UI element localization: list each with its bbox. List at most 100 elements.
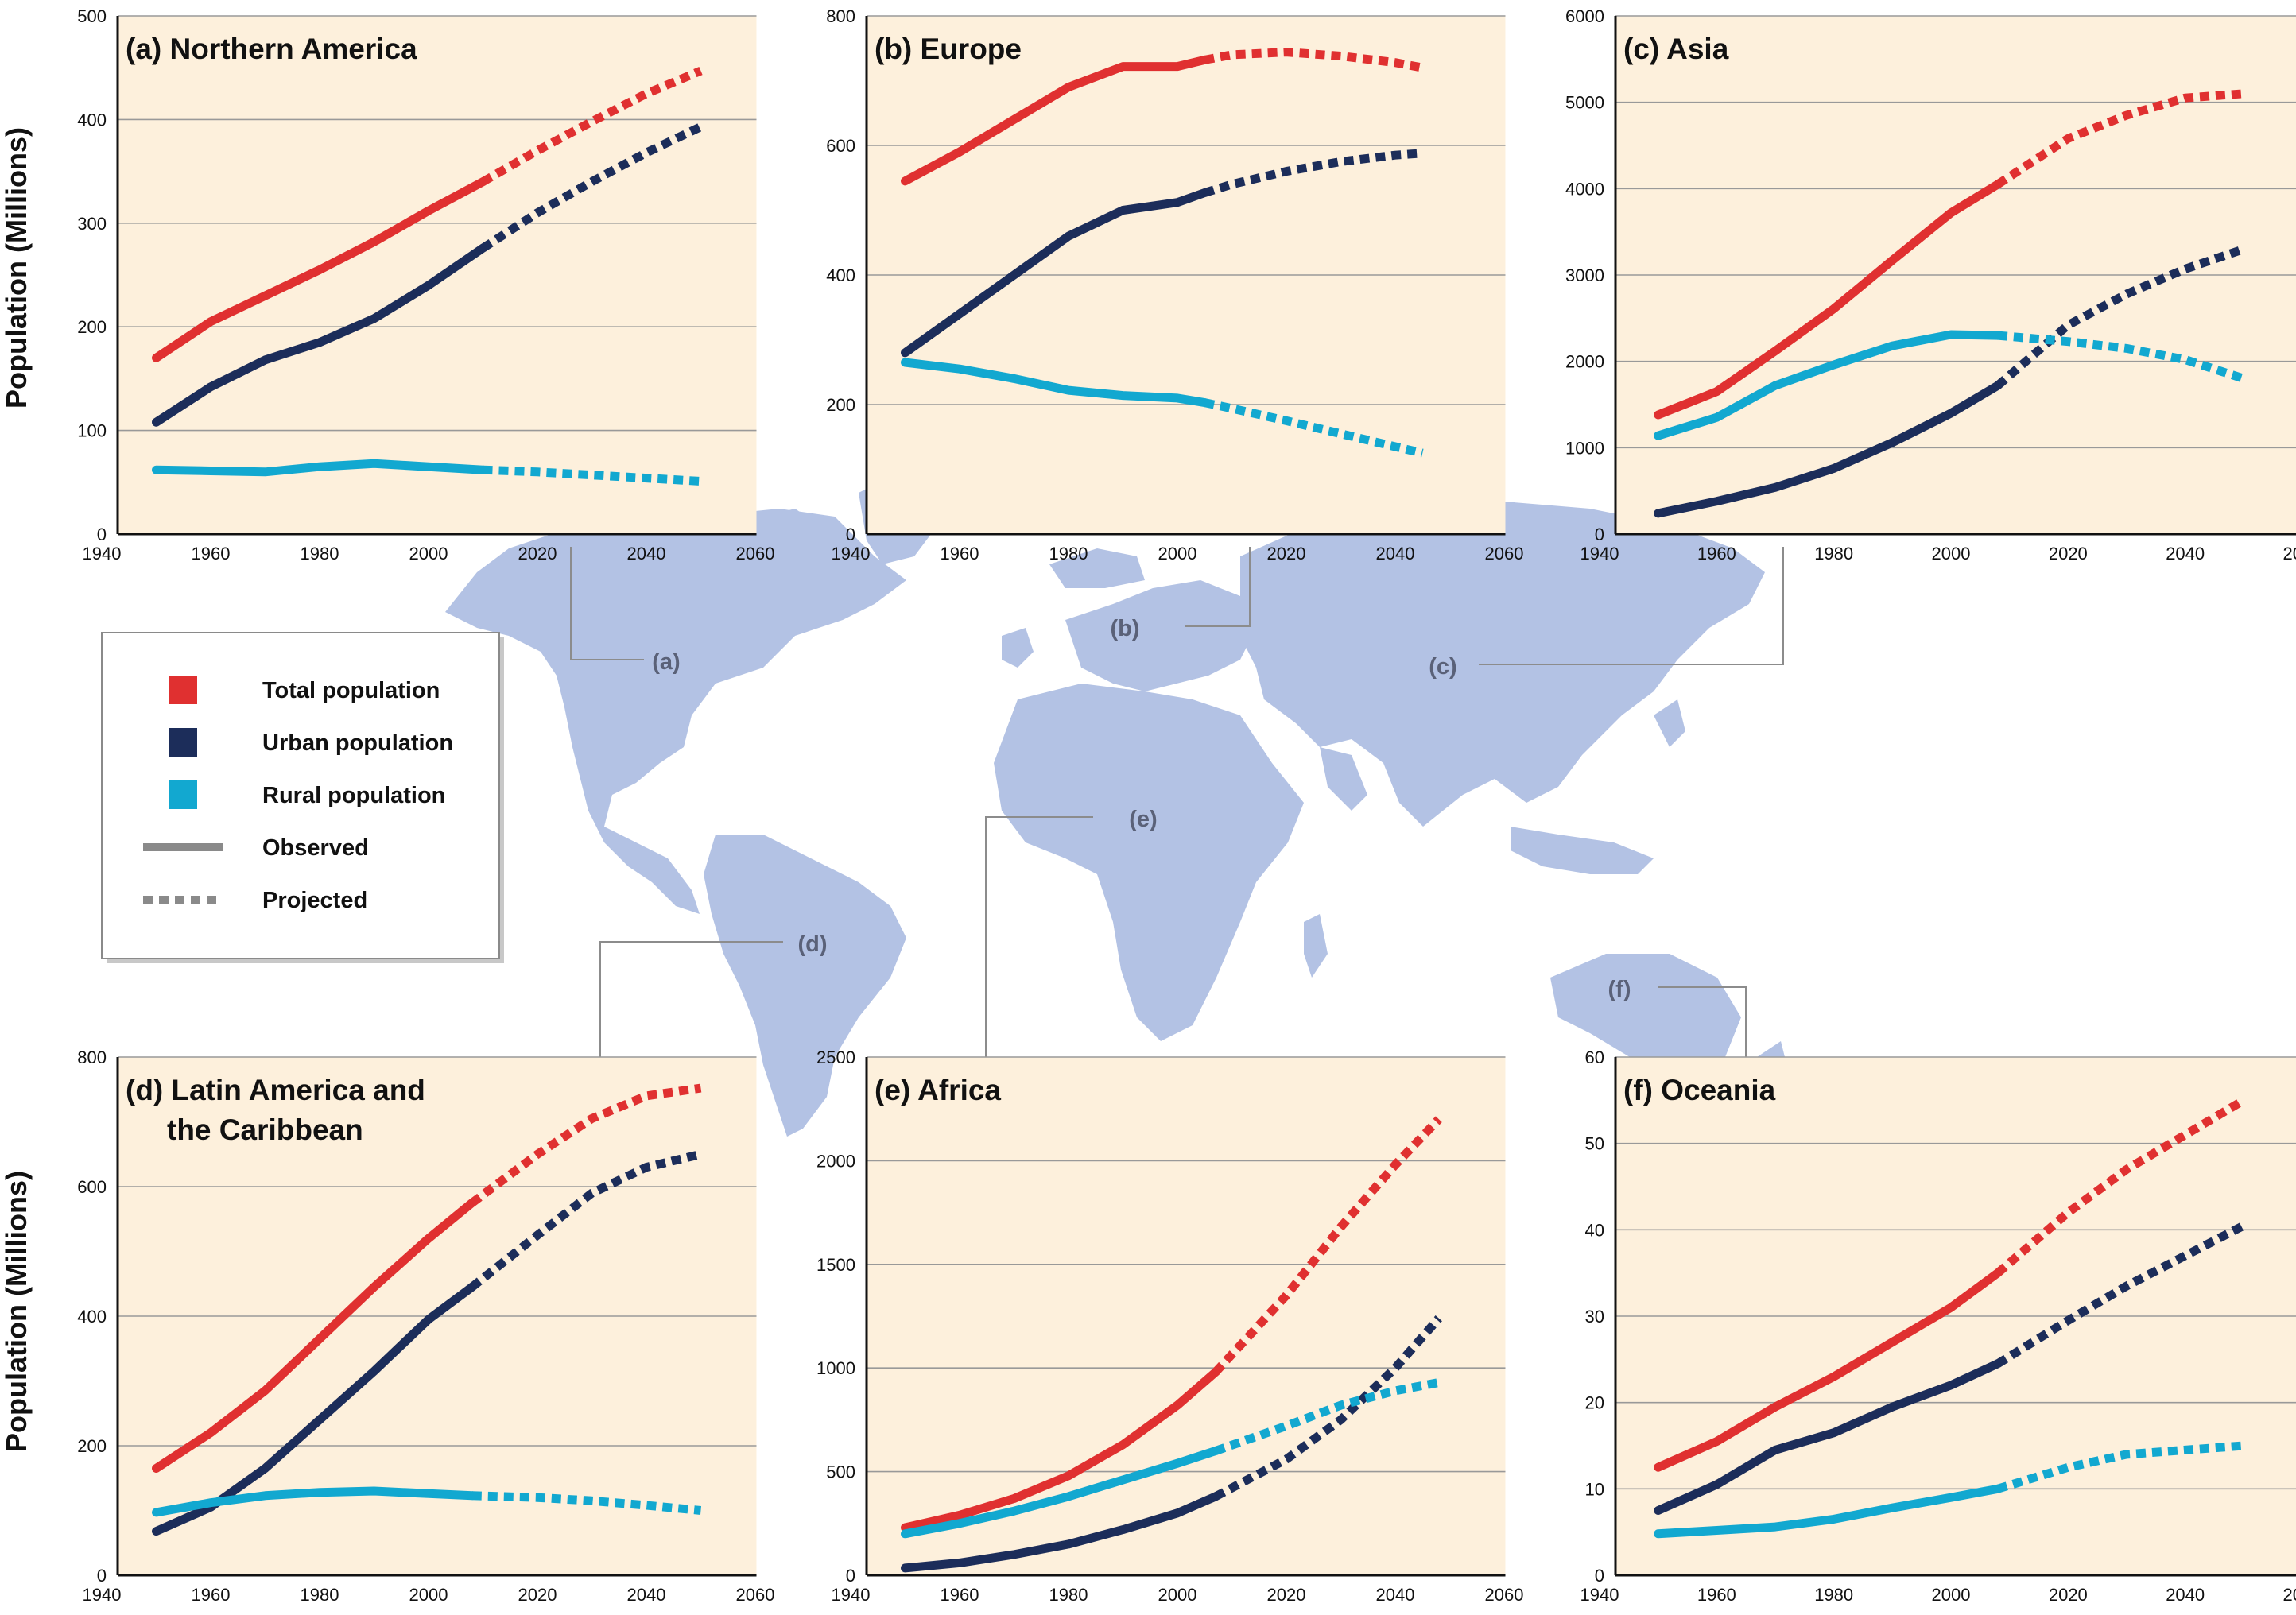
y-tick-label: 2000 xyxy=(816,1151,855,1171)
y-tick-label: 60 xyxy=(1585,1048,1604,1067)
x-tick-label: 1980 xyxy=(301,544,339,564)
panel-oceania: 0 10 20 30 40 50 60 1940 1960 1980 2000 2020 2040 206… xyxy=(1580,1048,2296,1605)
panel-title: (b) Europe xyxy=(875,33,1022,65)
y-tick-label: 0 xyxy=(97,1566,107,1586)
map-labels: (a) (b) (c) (d) (e) (f) xyxy=(652,616,1631,1002)
x-tick-label: 1980 xyxy=(1049,1585,1088,1605)
series-rural-observed xyxy=(1654,1484,2003,1539)
y-tick-label: 2000 xyxy=(1565,352,1604,372)
series-rural-projected xyxy=(483,465,701,486)
map-label: (b) xyxy=(1110,616,1139,641)
series-rural-projected xyxy=(1997,331,2245,383)
series-urban-projected xyxy=(1995,245,2246,389)
x-tick-label: 1980 xyxy=(1814,544,1853,564)
y-tick-label: 1000 xyxy=(1565,438,1604,458)
panel-asia: 0 1000 2000 3000 4000 5000 6000 1940 1960 1980 200… xyxy=(1565,6,2296,564)
y-tick-label: 0 xyxy=(1595,525,1604,544)
x-tick-label: 1960 xyxy=(941,544,979,564)
map-north-america xyxy=(445,477,938,914)
series-rural-projected xyxy=(1214,1378,1440,1455)
series-urban-observed xyxy=(152,243,487,427)
y-tick-label: 0 xyxy=(846,525,855,544)
connector-e xyxy=(985,816,1093,1069)
x-tick-label: 2000 xyxy=(1932,544,1971,564)
y-axis-label-top: Population (Millions) xyxy=(0,127,33,409)
map-africa xyxy=(994,684,1328,1041)
series-urban-observed xyxy=(901,188,1209,358)
series-urban-projected xyxy=(1213,1315,1442,1501)
series-rural-observed xyxy=(152,459,487,477)
panel-latin-america: 0 200 400 600 800 1940 1960 1980 2000 2020 2040 206… xyxy=(77,1048,774,1605)
y-tick-label: 800 xyxy=(826,6,855,26)
panel-title: (e) Africa xyxy=(875,1074,1001,1106)
y-tick-label: 300 xyxy=(77,214,107,234)
y-tick-label: 6000 xyxy=(1565,6,1604,26)
x-tick-label: 2000 xyxy=(409,1585,448,1605)
x-tick-label: 1940 xyxy=(83,1585,122,1605)
y-tick-label: 20 xyxy=(1585,1393,1604,1413)
series-urban-observed xyxy=(1654,1359,2003,1515)
series-total-projected xyxy=(1204,48,1424,72)
legend-swatch xyxy=(169,728,197,757)
y-tick-label: 200 xyxy=(826,395,855,415)
map-label: (e) xyxy=(1129,807,1157,832)
x-tick-label: 2040 xyxy=(1376,544,1415,564)
series-total-observed xyxy=(901,1367,1220,1532)
x-tick-label: 1980 xyxy=(1049,544,1088,564)
x-tick-label: 1940 xyxy=(832,1585,871,1605)
y-tick-label: 5000 xyxy=(1565,93,1604,113)
series-urban-projected xyxy=(1203,149,1423,197)
series-urban-projected xyxy=(480,122,703,252)
y-tick-label: 50 xyxy=(1585,1134,1604,1154)
legend-label: Projected xyxy=(262,888,367,913)
y-tick-label: 400 xyxy=(826,265,855,285)
panel-title: (d) Latin America and the Caribbean xyxy=(126,1074,425,1146)
legend-label: Observed xyxy=(262,835,369,861)
series-total-projected xyxy=(1995,89,2244,188)
panel-title: (c) Asia xyxy=(1623,33,1729,65)
legend-swatch xyxy=(169,780,197,809)
x-tick-label: 1940 xyxy=(832,544,871,564)
x-tick-label: 2020 xyxy=(1267,544,1306,564)
x-tick-label: 1960 xyxy=(1697,1585,1736,1605)
x-tick-label: 2060 xyxy=(736,544,775,564)
x-tick-label: 2000 xyxy=(1158,544,1197,564)
x-tick-label: 1960 xyxy=(192,544,231,564)
x-tick-label: 2060 xyxy=(1485,1585,1524,1605)
x-tick-label: 2000 xyxy=(1932,1585,1971,1605)
panel-title: (f) Oceania xyxy=(1623,1074,1776,1106)
map-label: (c) xyxy=(1429,654,1456,680)
x-tick-label: 2020 xyxy=(2049,544,2088,564)
x-tick-label: 1960 xyxy=(192,1585,231,1605)
series-total-observed xyxy=(152,1198,477,1473)
x-tick-label: 1980 xyxy=(1814,1585,1853,1605)
x-tick-label: 2000 xyxy=(409,544,448,564)
legend-label: Urban population xyxy=(262,730,453,756)
y-tick-label: 10 xyxy=(1585,1479,1604,1499)
y-tick-label: 0 xyxy=(97,525,107,544)
x-tick-label: 2060 xyxy=(736,1585,775,1605)
legend-swatch xyxy=(169,676,197,704)
legend-box xyxy=(101,632,500,959)
y-axis-label-bottom: Population (Millions) xyxy=(0,1171,33,1452)
x-tick-label: 2000 xyxy=(1158,1585,1197,1605)
y-tick-label: 500 xyxy=(77,6,107,26)
x-tick-label: 2020 xyxy=(518,544,557,564)
x-tick-label: 1940 xyxy=(1580,1585,1619,1605)
panel-africa: 0 500 1000 1500 2000 2500 1940 1960 1980 2000 2020… xyxy=(816,1048,1523,1605)
x-tick-label: 1960 xyxy=(941,1585,979,1605)
x-tick-label: 2060 xyxy=(2283,1585,2296,1605)
panel-europe: 0 200 400 600 800 1940 1960 1980 2000 2020 2040 206… xyxy=(826,6,1523,564)
x-tick-label: 1980 xyxy=(301,1585,339,1605)
panel-title: (a) Northern America xyxy=(126,33,417,65)
series-total-observed xyxy=(152,177,487,362)
x-tick-label: 2040 xyxy=(1376,1585,1415,1605)
series-rural-projected xyxy=(471,1491,702,1515)
series-urban-observed xyxy=(901,1492,1220,1573)
world-map xyxy=(445,477,1789,1137)
x-tick-label: 2040 xyxy=(2166,544,2205,564)
y-tick-label: 3000 xyxy=(1565,265,1604,285)
connector-f xyxy=(1658,986,1747,1069)
x-tick-label: 1940 xyxy=(83,544,122,564)
y-tick-label: 200 xyxy=(77,1436,107,1456)
